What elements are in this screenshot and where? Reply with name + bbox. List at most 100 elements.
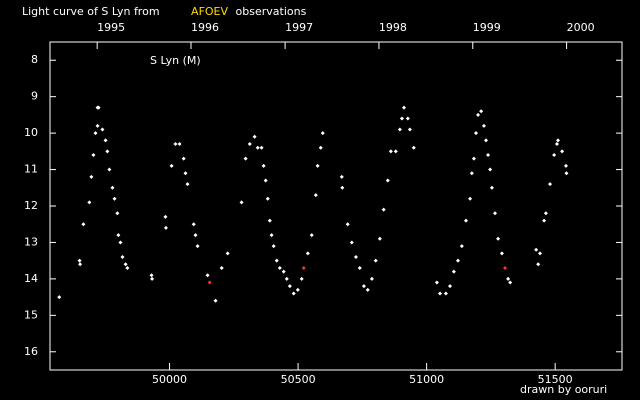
point xyxy=(193,233,198,238)
point xyxy=(93,131,98,136)
point xyxy=(125,265,130,270)
point xyxy=(388,149,393,154)
point xyxy=(100,127,105,132)
x-tick-label: 50000 xyxy=(152,373,187,386)
point xyxy=(163,225,168,230)
y-tick-label: 14 xyxy=(24,272,38,285)
point xyxy=(284,276,289,281)
point xyxy=(163,214,168,219)
point xyxy=(361,284,366,289)
y-tick-label: 9 xyxy=(31,90,38,103)
point xyxy=(463,218,468,223)
point xyxy=(411,145,416,150)
point xyxy=(87,200,92,205)
point xyxy=(315,163,320,168)
point xyxy=(345,222,350,227)
point xyxy=(247,142,252,147)
point xyxy=(269,233,274,238)
point xyxy=(57,295,62,300)
point xyxy=(473,131,478,136)
x2-tick-label: 2000 xyxy=(567,21,595,34)
point xyxy=(548,182,553,187)
point xyxy=(434,280,439,285)
point xyxy=(112,196,117,201)
point xyxy=(177,142,182,147)
point xyxy=(468,196,473,201)
point xyxy=(448,284,453,289)
point xyxy=(120,255,125,260)
point xyxy=(291,291,296,296)
y-tick-label: 8 xyxy=(31,53,38,66)
point xyxy=(115,211,120,216)
point xyxy=(213,298,218,303)
title-part: Light curve of S Lyn from xyxy=(22,5,160,18)
point xyxy=(564,171,569,176)
point xyxy=(261,163,266,168)
point xyxy=(255,145,260,150)
point xyxy=(339,174,344,179)
point xyxy=(183,171,188,176)
point xyxy=(309,233,314,238)
point xyxy=(267,218,272,223)
point xyxy=(107,167,112,172)
y-tick-label: 12 xyxy=(24,199,38,212)
point xyxy=(299,276,304,281)
y-tick-label: 10 xyxy=(24,126,38,139)
title-part: AFOEV xyxy=(191,5,228,18)
point xyxy=(373,258,378,263)
point xyxy=(207,280,212,285)
point xyxy=(399,116,404,121)
point xyxy=(563,163,568,168)
x-tick-label: 51500 xyxy=(538,373,573,386)
point xyxy=(471,156,476,161)
point xyxy=(169,163,174,168)
point xyxy=(455,258,460,263)
x2-tick-label: 1999 xyxy=(473,21,501,34)
point xyxy=(486,152,491,157)
point xyxy=(537,251,542,256)
point xyxy=(542,218,547,223)
y-tick-label: 13 xyxy=(24,235,38,248)
point xyxy=(385,178,390,183)
y-tick-label: 11 xyxy=(24,163,38,176)
point xyxy=(499,251,504,256)
point xyxy=(185,182,190,187)
annotation: S Lyn (M) xyxy=(150,54,201,67)
point xyxy=(281,269,286,274)
point xyxy=(96,105,101,110)
point xyxy=(554,142,559,147)
point xyxy=(81,222,86,227)
point xyxy=(397,127,402,132)
point xyxy=(536,262,541,267)
point xyxy=(225,251,230,256)
point xyxy=(481,123,486,128)
point xyxy=(123,262,128,267)
point xyxy=(263,178,268,183)
x-tick-label: 50500 xyxy=(281,373,316,386)
point xyxy=(407,127,412,132)
point xyxy=(349,240,354,245)
point xyxy=(503,265,508,270)
point xyxy=(265,196,270,201)
point xyxy=(401,105,406,110)
point xyxy=(301,265,306,270)
x2-tick-label: 1996 xyxy=(191,21,219,34)
point xyxy=(181,156,186,161)
point xyxy=(543,211,548,216)
point xyxy=(469,171,474,176)
point xyxy=(173,142,178,147)
point xyxy=(150,276,155,281)
point xyxy=(496,236,501,241)
point xyxy=(313,193,318,198)
point xyxy=(377,236,382,241)
point xyxy=(116,233,121,238)
footer: drawn by ooruri xyxy=(520,383,607,396)
point xyxy=(340,185,345,190)
point xyxy=(149,273,154,278)
point xyxy=(95,123,100,128)
point xyxy=(110,185,115,190)
point xyxy=(287,284,292,289)
point xyxy=(476,112,481,117)
